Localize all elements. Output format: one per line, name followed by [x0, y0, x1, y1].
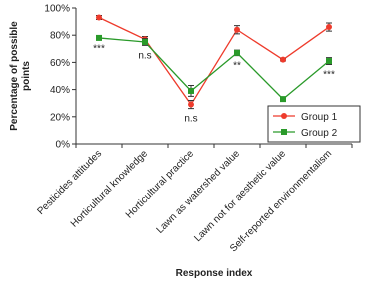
series-line — [98, 16, 330, 106]
marker — [280, 96, 286, 103]
marker — [280, 56, 286, 63]
legend-label: Group 1 — [301, 112, 338, 123]
marker — [326, 24, 332, 31]
annotation: *** — [323, 69, 335, 80]
y-axis-title-line: Percentage of possible — [9, 21, 20, 131]
marker — [234, 49, 240, 56]
y-axis-title: Percentage of possiblepoints — [9, 21, 32, 131]
y-tick-label: 100% — [44, 4, 70, 15]
y-tick-label: 80% — [50, 31, 70, 42]
y-axis-title-line: points — [21, 61, 32, 91]
marker — [96, 14, 102, 21]
legend-marker — [281, 113, 287, 119]
x-axis-title: Response index — [176, 268, 253, 279]
legend-marker — [281, 129, 287, 135]
marker — [234, 26, 240, 33]
marker — [188, 101, 194, 108]
x-tick-label: Lawn as watershed value — [155, 148, 243, 236]
annotation: ** — [233, 61, 241, 72]
x-tick-label: Lawn not for aesthetic value — [192, 148, 288, 244]
annotation: n.s — [138, 50, 151, 61]
marker — [142, 39, 148, 45]
marker — [188, 87, 194, 94]
marker — [326, 58, 332, 65]
x-tick-label: Horticultural knowledge — [69, 148, 151, 230]
legend-box — [267, 105, 361, 143]
series-line — [98, 37, 330, 100]
y-tick-label: 20% — [50, 112, 70, 123]
annotation: *** — [93, 44, 105, 55]
marker — [96, 34, 102, 41]
annotation: n.s — [184, 114, 197, 125]
legend-label: Group 2 — [301, 128, 338, 139]
y-tick-label: 60% — [50, 58, 70, 69]
y-tick-label: 40% — [50, 85, 70, 96]
x-tick-label: Self-reported environmentalism — [228, 148, 334, 254]
y-tick-label: 0% — [56, 140, 71, 151]
